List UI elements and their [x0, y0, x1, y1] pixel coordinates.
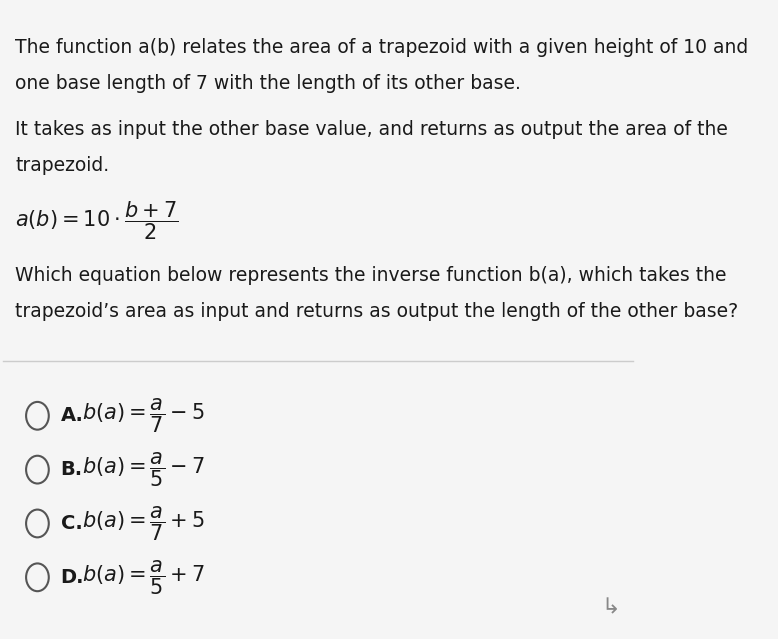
Text: one base length of 7 with the length of its other base.: one base length of 7 with the length of … — [16, 73, 521, 93]
Text: It takes as input the other base value, and returns as output the area of the: It takes as input the other base value, … — [16, 120, 728, 139]
Text: C.: C. — [61, 514, 82, 533]
Text: $b(a)=\dfrac{a}{5}+7$: $b(a)=\dfrac{a}{5}+7$ — [82, 558, 205, 597]
Text: $b(a)=\dfrac{a}{5}-7$: $b(a)=\dfrac{a}{5}-7$ — [82, 450, 205, 489]
Text: $a(b)=10\cdot\dfrac{b+7}{2}$: $a(b)=10\cdot\dfrac{b+7}{2}$ — [16, 199, 179, 242]
Text: D.: D. — [61, 568, 84, 587]
Text: $b(a)=\dfrac{a}{7}+5$: $b(a)=\dfrac{a}{7}+5$ — [82, 504, 205, 543]
Text: trapezoid’s area as input and returns as output the length of the other base?: trapezoid’s area as input and returns as… — [16, 302, 738, 321]
Text: $b(a)=\dfrac{a}{7}-5$: $b(a)=\dfrac{a}{7}-5$ — [82, 397, 205, 435]
Text: trapezoid.: trapezoid. — [16, 156, 110, 175]
Text: The function a(b) relates the area of a trapezoid with a given height of 10 and: The function a(b) relates the area of a … — [16, 38, 748, 57]
Text: Which equation below represents the inverse function b(a), which takes the: Which equation below represents the inve… — [16, 266, 727, 284]
Text: B.: B. — [61, 460, 83, 479]
Text: ↳: ↳ — [601, 597, 620, 617]
Text: A.: A. — [61, 406, 83, 426]
